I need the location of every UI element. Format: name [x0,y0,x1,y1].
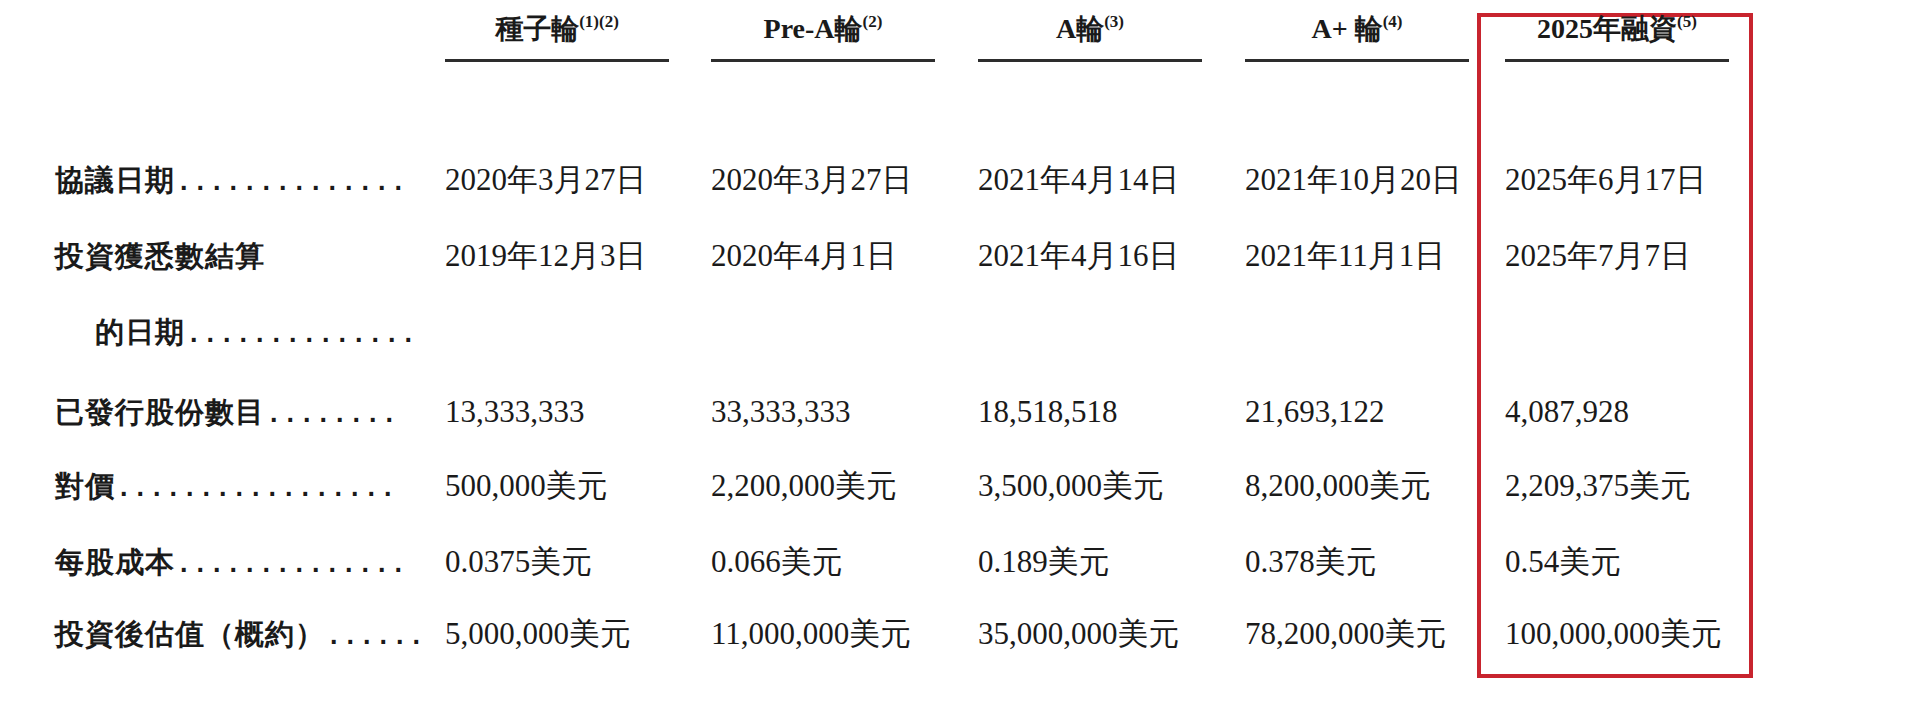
empty-cell [1505,312,1770,392]
column-header-underline: Pre-A輪(2) [711,12,935,62]
column-header-seed-round: 種子輪(1)(2) [445,12,711,160]
table-cell: 0.189美元 [978,542,1245,614]
row-label-settlement-date-line2: 的日期.............. [55,312,445,392]
table-cell: 100,000,000美元 [1505,614,1770,694]
column-header-label: 種子輪 [495,13,579,44]
empty-cell [445,312,711,392]
table-cell: 2020年4月1日 [711,236,978,312]
row-label-text: 每股成本 [55,546,175,578]
table-corner-spacer [55,12,445,160]
table-cell: 2025年6月17日 [1505,160,1770,236]
table-cell: 35,000,000美元 [978,614,1245,694]
empty-cell [711,312,978,392]
table-cell: 2,200,000美元 [711,466,978,542]
table-cell: 2021年4月14日 [978,160,1245,236]
table-cell: 3,500,000美元 [978,466,1245,542]
table-cell: 13,333,333 [445,392,711,466]
row-label-settlement-date-line1: 投資獲悉數結算 [55,236,445,312]
table-cell: 5,000,000美元 [445,614,711,694]
table-cell: 0.378美元 [1245,542,1505,614]
financing-rounds-table: 種子輪(1)(2) Pre-A輪(2) A輪(3) A+ 輪(4) 2025年融… [55,12,1770,694]
table-cell: 0.0375美元 [445,542,711,614]
dot-leader: .............. [180,548,411,578]
dot-leader: ........ [270,398,402,428]
table-cell: 18,518,518 [978,392,1245,466]
footnote-superscript: (4) [1383,12,1403,31]
table-cell: 4,087,928 [1505,392,1770,466]
row-label-text: 已發行股份數目 [55,396,265,428]
row-label-shares-issued: 已發行股份數目........ [55,392,445,466]
footnote-superscript: (3) [1104,12,1124,31]
column-header-2025-financing: 2025年融資(5) [1505,12,1770,160]
footnote-superscript: (5) [1677,12,1697,31]
dot-leader: ................. [120,472,401,502]
column-header-underline: A輪(3) [978,12,1202,62]
column-header-label: Pre-A輪 [764,13,863,44]
column-header-underline: 種子輪(1)(2) [445,12,669,62]
row-label-text: 的日期 [95,316,185,348]
row-label-text: 投資獲悉數結算 [55,240,265,272]
footnote-superscript: (1)(2) [579,12,619,31]
table-cell: 2,209,375美元 [1505,466,1770,542]
table-cell: 2020年3月27日 [711,160,978,236]
table-cell: 21,693,122 [1245,392,1505,466]
table-cell: 8,200,000美元 [1245,466,1505,542]
column-header-a-plus-round: A+ 輪(4) [1245,12,1505,160]
table-cell: 0.066美元 [711,542,978,614]
table-cell: 78,200,000美元 [1245,614,1505,694]
row-label-text: 對價 [55,470,115,502]
dot-leader: .............. [190,318,421,348]
table-cell: 2021年4月16日 [978,236,1245,312]
empty-cell [1245,312,1505,392]
column-header-pre-a-round: Pre-A輪(2) [711,12,978,160]
column-header-label: A+ 輪 [1311,13,1382,44]
column-header-label: 2025年融資 [1537,13,1677,44]
table-cell: 2020年3月27日 [445,160,711,236]
table-cell: 2025年7月7日 [1505,236,1770,312]
table-cell: 500,000美元 [445,466,711,542]
row-label-agreement-date: 協議日期.............. [55,160,445,236]
table-cell: 33,333,333 [711,392,978,466]
table-cell: 0.54美元 [1505,542,1770,614]
footnote-superscript: (2) [863,12,883,31]
row-label-text: 投資後估值（概約） [55,618,325,650]
column-header-underline: 2025年融資(5) [1505,12,1729,62]
dot-leader: .............. [180,166,411,196]
column-header-a-round: A輪(3) [978,12,1245,160]
empty-cell [978,312,1245,392]
row-label-consideration: 對價................. [55,466,445,542]
row-label-text: 協議日期 [55,164,175,196]
row-label-post-investment-valuation: 投資後估值（概約）...... [55,614,445,694]
row-label-cost-per-share: 每股成本.............. [55,542,445,614]
column-header-label: A輪 [1056,13,1104,44]
dot-leader: ...... [330,620,429,650]
column-header-underline: A+ 輪(4) [1245,12,1469,62]
table-cell: 2019年12月3日 [445,236,711,312]
table-cell: 11,000,000美元 [711,614,978,694]
table-cell: 2021年10月20日 [1245,160,1505,236]
table-cell: 2021年11月1日 [1245,236,1505,312]
